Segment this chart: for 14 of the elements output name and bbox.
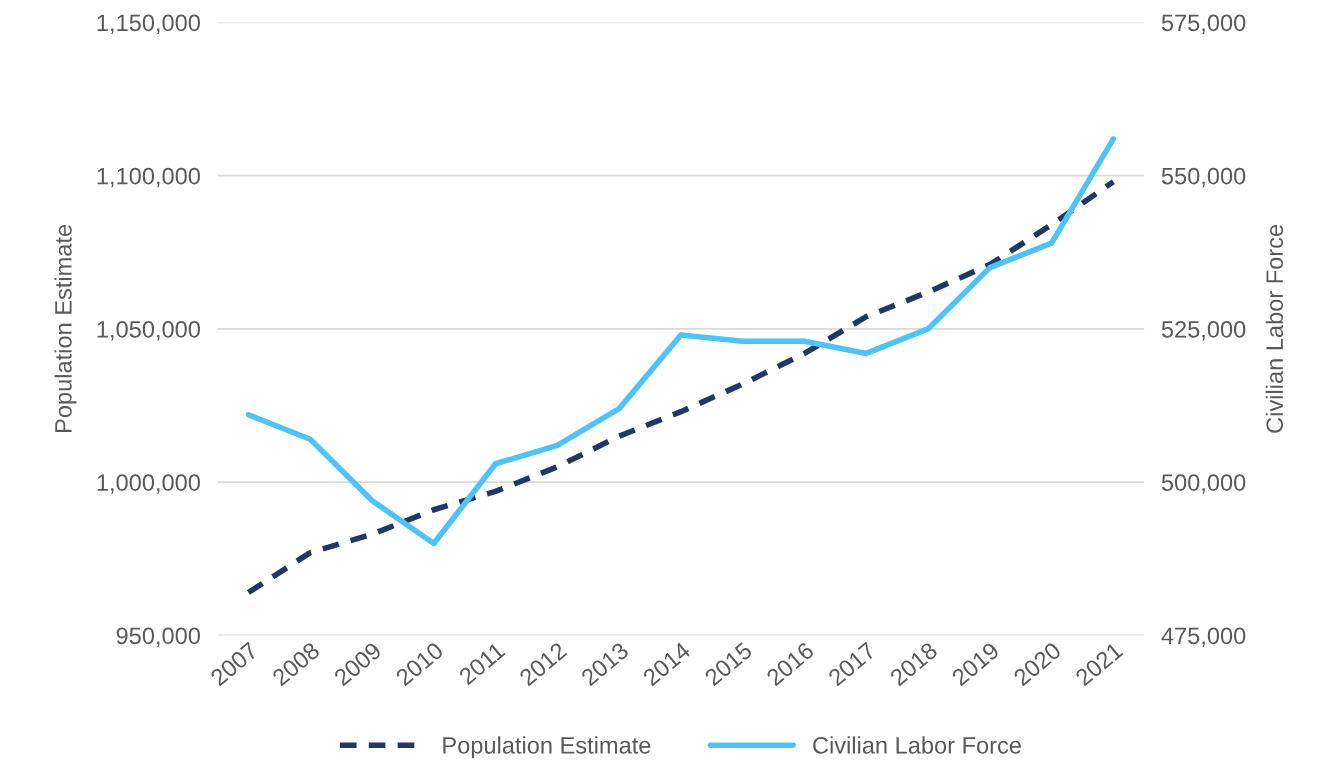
legend-label: Civilian Labor Force — [813, 736, 1021, 754]
y-tick-label: 1,150,000 — [97, 14, 200, 34]
y-axis-title: Population Estimate — [54, 224, 77, 432]
y2-tick-label: 575,000 — [1161, 14, 1246, 34]
y2-tick-label: 525,000 — [1161, 320, 1246, 341]
y2-tick-label: 475,000 — [1161, 627, 1246, 647]
y2-axis-title: Civilian Labor Force — [1265, 224, 1284, 433]
y2-tick-label: 500,000 — [1161, 474, 1246, 494]
y-tick-label: 1,100,000 — [97, 167, 200, 188]
y-tick-label: 1,000,000 — [97, 474, 200, 494]
legend-label: Population Estimate — [443, 736, 651, 759]
y2-tick-label: 550,000 — [1161, 167, 1246, 188]
y-tick-label: 950,000 — [116, 627, 200, 647]
y-tick-label: 1,050,000 — [97, 320, 200, 341]
